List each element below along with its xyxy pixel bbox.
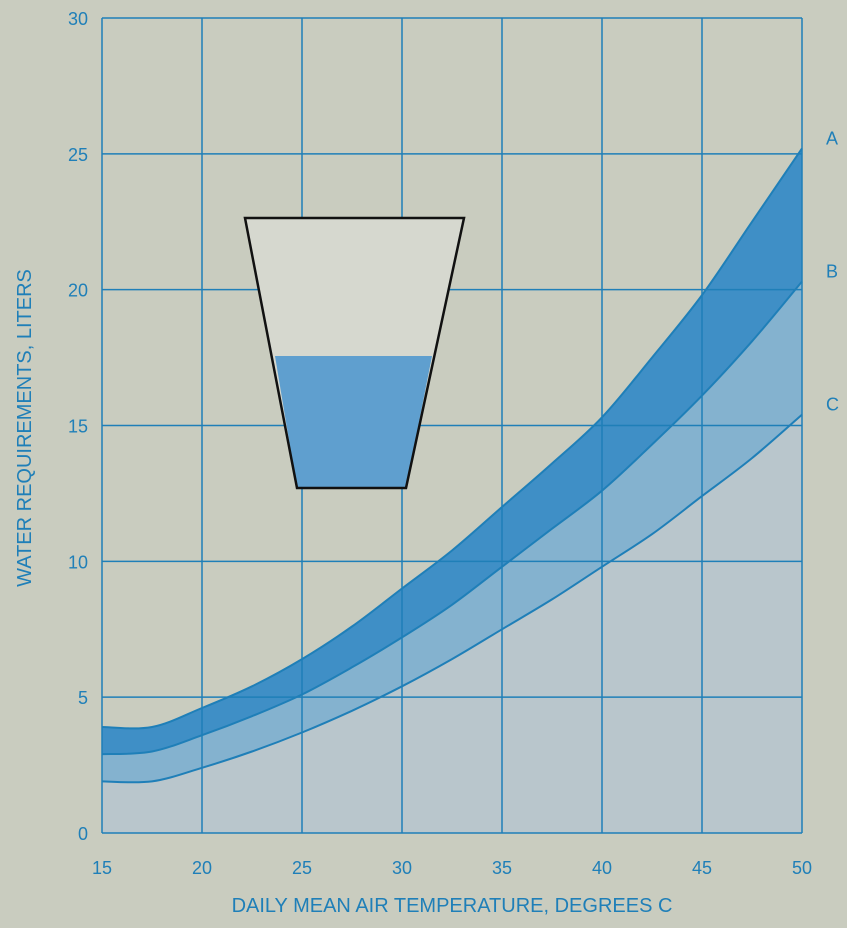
y-tick-label: 30 — [68, 9, 88, 29]
series-line-A — [101, 147, 803, 730]
band-fills — [102, 148, 802, 833]
series-label-A: A — [826, 128, 838, 148]
series-labels: A B C — [826, 128, 839, 414]
x-tick-label: 20 — [192, 858, 212, 878]
y-tick-label: 20 — [68, 281, 88, 301]
cup-outline — [243, 216, 466, 490]
series-line-B — [101, 280, 803, 756]
y-tick-label: 5 — [78, 688, 88, 708]
y-axis-title: WATER REQUIREMENTS, LITERS — [14, 269, 36, 587]
x-tick-label: 45 — [692, 858, 712, 878]
series-line-C — [101, 413, 803, 784]
x-tick-label: 50 — [792, 858, 812, 878]
x-tick-label: 15 — [92, 858, 112, 878]
curve-lines — [101, 147, 803, 784]
grid — [101, 17, 803, 834]
area-below-c — [102, 414, 802, 833]
cup-water — [275, 356, 432, 488]
x-tick-label: 30 — [392, 858, 412, 878]
x-tick-label: 35 — [492, 858, 512, 878]
y-tick-label: 15 — [68, 417, 88, 437]
x-axis-title: DAILY MEAN AIR TEMPERATURE, DEGREES C — [232, 895, 673, 917]
x-tick-label: 40 — [592, 858, 612, 878]
water-cup-illustration — [243, 216, 466, 490]
y-tick-label: 25 — [68, 145, 88, 165]
tick-labels: 15 20 25 30 35 40 45 50 0 5 10 15 20 25 30 — [68, 9, 812, 878]
x-tick-label: 25 — [292, 858, 312, 878]
y-tick-label: 10 — [68, 552, 88, 572]
series-label-B: B — [826, 262, 838, 282]
series-label-C: C — [826, 395, 839, 415]
y-tick-label: 0 — [78, 824, 88, 844]
